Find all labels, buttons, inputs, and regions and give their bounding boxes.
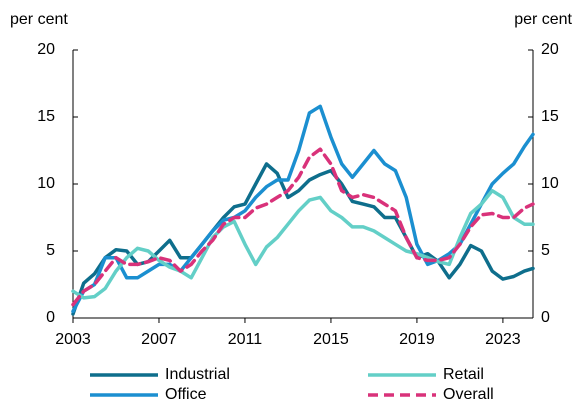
y2-tick-label: 15 <box>541 108 559 125</box>
y-tick-label: 0 <box>46 309 55 326</box>
y-tick-label: 15 <box>37 108 55 125</box>
y2-tick-label: 0 <box>541 309 550 326</box>
x-tick-label: 2019 <box>399 331 435 348</box>
series-line <box>71 188 535 300</box>
x-tick-label: 2011 <box>228 331 263 348</box>
x-tick-label: 2015 <box>313 331 349 348</box>
y2-tick-label: 5 <box>541 242 550 259</box>
y-tick-label: 10 <box>37 175 55 192</box>
series-line <box>71 147 535 307</box>
legend-label: Retail <box>443 366 484 383</box>
y-tick-label: 5 <box>46 242 55 259</box>
x-tick-label: 2003 <box>55 331 91 348</box>
y2-tick-label: 20 <box>541 41 559 58</box>
legend-label: Overall <box>443 386 494 403</box>
x-tick-label: 2007 <box>141 331 177 348</box>
y2-axis-label: per cent <box>514 11 572 28</box>
legend-label: Office <box>165 386 207 403</box>
legend-label: Industrial <box>165 366 230 383</box>
x-tick-label: 2023 <box>485 331 521 348</box>
y-tick-label: 20 <box>37 41 55 58</box>
y-axis-label: per cent <box>10 11 68 28</box>
y2-tick-label: 10 <box>541 175 559 192</box>
